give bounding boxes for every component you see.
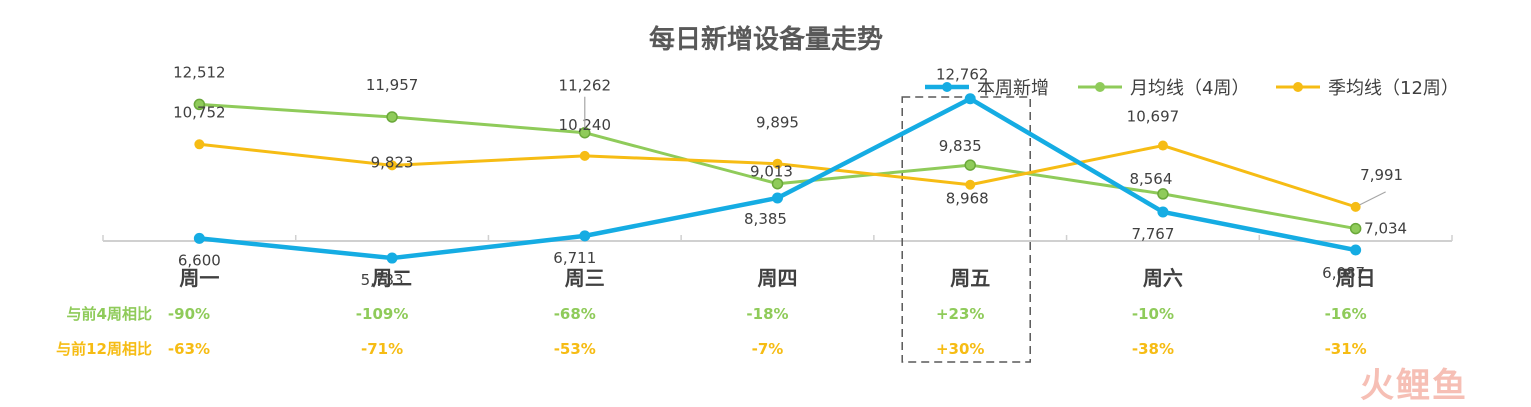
- data-label-series1: 8,564: [1129, 170, 1172, 188]
- data-label-series0: 7,767: [1131, 225, 1174, 243]
- comparison-value: -68%: [554, 305, 596, 323]
- series-2-point: [1350, 201, 1361, 212]
- legend-marker: [1293, 82, 1303, 92]
- category-label: 周日: [1336, 266, 1376, 290]
- data-label-series1: 9,013: [750, 163, 793, 181]
- category-label: 周二: [372, 266, 412, 290]
- data-label-series0: 6,087: [1322, 264, 1365, 282]
- data-label-series0: 12,762: [936, 66, 989, 84]
- series-2-point: [194, 139, 205, 150]
- x-axis: [102, 235, 1453, 242]
- comparison-value: -18%: [746, 305, 788, 323]
- series-0-point: [1157, 206, 1169, 218]
- data-label-series0: 6,711: [553, 249, 596, 267]
- data-label-series0: 8,385: [744, 210, 787, 228]
- data-label-series1: 12,512: [173, 63, 226, 81]
- comparison-row-label: 与前4周相比: [67, 305, 152, 323]
- legend: 本周新增 月均线（4周） 季均线（12周）: [925, 78, 1459, 99]
- series-1-point: [1349, 222, 1362, 235]
- data-label-series0: 6,600: [178, 251, 221, 269]
- series-0-point: [772, 192, 783, 204]
- data-label-series1: 7,034: [1364, 220, 1407, 238]
- comparison-rows: 与前4周相比 -90% -109% -68% -18% +23% -10% -16% 与前12周…: [56, 305, 1367, 358]
- data-label-series1: 11,262: [559, 77, 612, 95]
- highlight-box: [901, 96, 1031, 363]
- category-label: 周一: [179, 266, 219, 290]
- comparison-value: -90%: [168, 305, 210, 323]
- comparison-value: -63%: [168, 340, 210, 358]
- series-2-point: [965, 179, 976, 190]
- comparison-value: +23%: [936, 305, 984, 323]
- day-labels: 周一 周二 周三 周四 周五 周六 周日: [179, 266, 1375, 290]
- legend-marker: [942, 82, 952, 92]
- data-label-series2: 7,991: [1360, 166, 1403, 184]
- series-0-point: [193, 232, 205, 244]
- category-label: 周四: [758, 266, 798, 290]
- series-0-point: [1350, 244, 1362, 256]
- comparison-row-label: 与前12周相比: [56, 340, 152, 358]
- leader-line: [1359, 191, 1386, 206]
- data-labels: 6,600 5,733 6,711 8,385 12,762 7,767 6,087 12,5…: [173, 63, 1407, 289]
- series-0-point: [964, 93, 976, 105]
- series-group: [193, 93, 1362, 264]
- comparison-value: -71%: [361, 340, 403, 358]
- comparison-value: -109%: [356, 305, 409, 323]
- highlight-dashed-box: [901, 96, 1031, 363]
- watermark-logo: 火鲤鱼: [1360, 366, 1468, 406]
- series-1-point: [1157, 188, 1169, 200]
- comparison-value: -7%: [752, 340, 784, 358]
- series-1-point: [386, 111, 398, 123]
- data-label-series0: 5,733: [361, 271, 404, 289]
- series-2-point: [1157, 140, 1168, 151]
- category-label: 周五: [950, 266, 990, 290]
- series-2-point: [387, 160, 398, 171]
- legend-label: 季均线（12周）: [1328, 78, 1459, 99]
- data-label-series2: 10,752: [173, 103, 226, 121]
- comparison-value: -38%: [1132, 340, 1174, 358]
- series-1-point: [771, 177, 784, 190]
- series-1-point: [193, 98, 206, 111]
- comparison-value: -10%: [1132, 305, 1174, 323]
- series-1-point: [964, 159, 976, 171]
- category-label: 周六: [1143, 266, 1183, 290]
- data-label-series2: 10,697: [1127, 108, 1180, 126]
- series-0-point: [579, 230, 591, 242]
- legend-label: 月均线（4周）: [1130, 78, 1249, 99]
- data-label-series2: 9,895: [756, 114, 799, 132]
- data-label-series1: 9,835: [939, 137, 982, 155]
- data-label-series1: 11,957: [366, 76, 419, 94]
- data-label-series2: 9,823: [371, 153, 414, 171]
- category-label: 周三: [565, 266, 605, 290]
- comparison-value: -31%: [1325, 340, 1367, 358]
- comparison-value: +30%: [936, 340, 984, 358]
- comparison-value: -53%: [554, 340, 596, 358]
- chart-title: 每日新增设备量走势: [649, 24, 883, 55]
- legend-marker: [1095, 82, 1105, 92]
- comparison-value: -16%: [1325, 305, 1367, 323]
- legend-label: 本周新增: [977, 78, 1049, 99]
- data-label-series2: 8,968: [946, 190, 989, 208]
- series-0-point: [386, 252, 398, 264]
- series-2-point: [579, 150, 590, 161]
- series-2-point: [772, 158, 783, 169]
